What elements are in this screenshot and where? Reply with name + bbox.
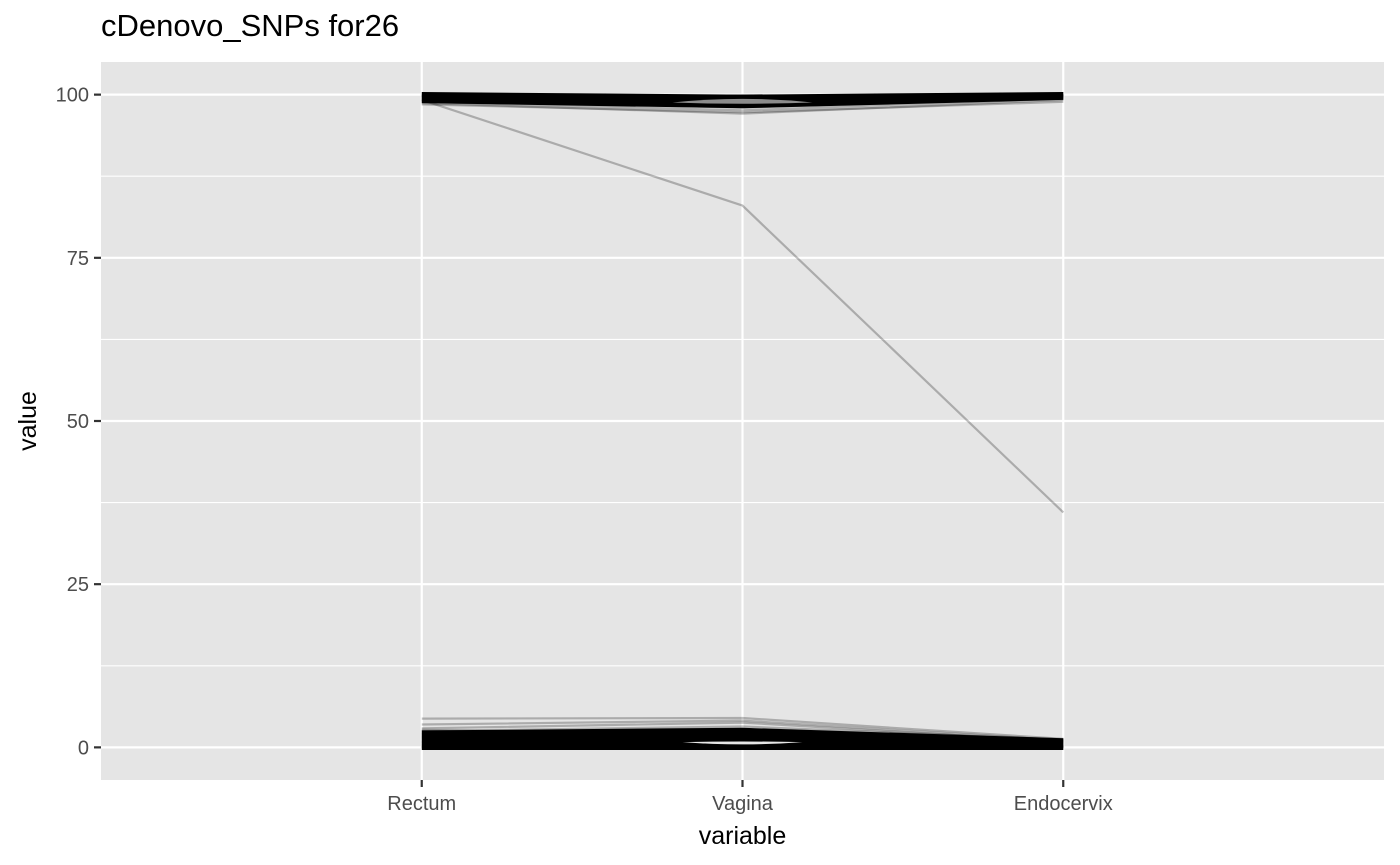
x-tick-label: Vagina	[712, 793, 774, 815]
y-tick-label: 25	[67, 574, 89, 596]
series-line	[421, 719, 1064, 742]
cluster-gap	[682, 741, 803, 745]
x-tick-label: Endocervix	[1014, 793, 1113, 815]
axis-ticks	[94, 93, 1065, 787]
tick-labels: 0 25 50 75 100 Rectum Vagina Endocervix	[56, 85, 1113, 815]
x-tick-label: Rectum	[387, 793, 456, 815]
y-tick-label: 100	[56, 85, 89, 107]
series-line	[421, 98, 1064, 115]
series-line	[421, 100, 1064, 114]
chart-title: cDenovo_SNPs for26	[101, 8, 400, 43]
y-tick-label: 0	[78, 737, 89, 759]
cluster-gap	[672, 98, 813, 104]
series-lines	[421, 92, 1065, 750]
x-axis-title: variable	[699, 822, 787, 850]
series-line	[421, 716, 1064, 740]
y-tick-label: 75	[67, 248, 89, 270]
series-line	[421, 98, 1065, 514]
y-axis-title: value	[14, 391, 42, 451]
y-tick-label: 50	[67, 411, 89, 433]
major-gridlines	[101, 62, 1384, 780]
low-value-line-cluster	[421, 727, 1064, 750]
